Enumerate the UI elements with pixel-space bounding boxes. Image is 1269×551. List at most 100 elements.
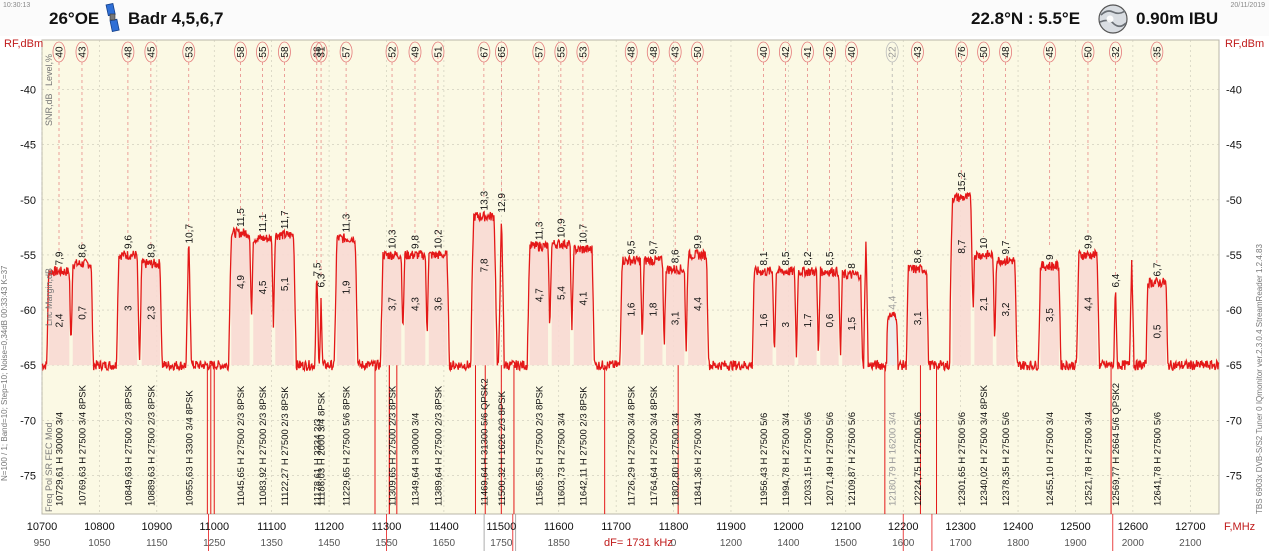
x-tick-label: 11100 [257, 521, 286, 533]
x-tick-label: 11500 [486, 521, 516, 533]
carrier-params: 11726,29 H 27500 3/4 8PSK [627, 385, 638, 506]
level-badge [310, 41, 324, 63]
date-label: 20/11/2019 [1230, 2, 1265, 9]
snr-value: 10,7 [184, 224, 195, 244]
axes: 10700 10800 10900 11000 11100 11200 11300 11400… [20, 85, 1242, 549]
carrier-fill [820, 271, 839, 366]
snr-value: 10 [979, 237, 990, 249]
x-tick-label: 12200 [888, 521, 919, 533]
margin-value: 3 [781, 321, 792, 327]
level-value: 50 [693, 46, 704, 58]
x-tick-label: 12100 [831, 521, 862, 533]
snr-value: 11,3 [534, 221, 545, 240]
level-value: 67 [479, 46, 490, 58]
margin-value: 3,5 [1045, 308, 1056, 322]
level-badge [1109, 41, 1122, 63]
snr-value: 4,4 [888, 295, 899, 309]
carrier-params: 12521,78 H 27500 3/4 [1083, 412, 1094, 506]
margin-value: 3,6 [433, 297, 444, 311]
margin-value: 5,4 [556, 286, 567, 300]
x-tick-label: 10900 [142, 521, 173, 533]
level-badge [1150, 41, 1164, 63]
margin-value: 4,7 [534, 288, 545, 302]
snr-value: 8,5 [781, 251, 792, 265]
margin-value: 2,3 [146, 305, 157, 319]
df-label: dF= 1731 kHz [604, 537, 673, 549]
if-tick-label: 1800 [1007, 538, 1030, 549]
carrier-fill [275, 235, 294, 366]
snr-value: 6,4 [1111, 273, 1122, 287]
x-tick-label: 11400 [429, 521, 459, 533]
carrier-params: 12224,75 H 27500 5/6 [913, 412, 924, 506]
level-value: 50 [1083, 46, 1094, 58]
level-badge [234, 41, 247, 63]
level-value: 53 [578, 46, 589, 58]
x-tick-label: 11800 [659, 521, 689, 533]
margin-value: 3,1 [913, 311, 924, 325]
x-tick-label: 11000 [199, 521, 229, 533]
if-tick-label: 950 [34, 538, 51, 549]
snr-value: 15,2 [957, 172, 968, 192]
level-badge [801, 41, 814, 63]
carrier-params: 11469,64 H 31300 5/6 QPSK2 [479, 378, 490, 506]
margin-value: 1,6 [759, 313, 770, 327]
satellite-name: Badr 4,5,6,7 [128, 9, 224, 28]
y-tick-label-left: -60 [20, 305, 36, 317]
level-badge [977, 41, 991, 63]
level-badge [955, 41, 968, 63]
level-value: 48 [123, 46, 134, 58]
level-badge [668, 41, 682, 63]
carrier-fill [776, 271, 795, 366]
site-coordinates: 22.8°N : 5.5°E [971, 9, 1081, 28]
carrier-params: 12109,87 H 27500 5/6 [847, 412, 858, 506]
carrier-fill [754, 271, 773, 366]
carrier-fill [974, 254, 993, 366]
carrier-fill [382, 254, 402, 366]
x-tick-label: 12400 [1003, 521, 1034, 533]
y-axis-left-label: RF,dBm [4, 38, 43, 50]
if-tick-label: 2000 [1122, 538, 1145, 549]
level-badge [823, 41, 836, 63]
if-tick-label: 0 [671, 538, 677, 549]
level-value: 32 [1111, 46, 1122, 58]
snr-value: 11,7 [280, 210, 291, 229]
level-badge [256, 41, 269, 63]
level-value: 40 [759, 46, 770, 58]
time-label: 10:30:13 [3, 2, 31, 9]
margin-value: 4,1 [578, 291, 589, 305]
if-tick-label: 1200 [720, 538, 743, 549]
if-tick-label: 1250 [203, 538, 226, 549]
footer-info: N=100 / 1; Band=10; Step=10; Noise=0,34d… [0, 265, 9, 481]
margin-value: 4,9 [236, 275, 247, 289]
carrier-fill [1078, 254, 1098, 366]
carrier-params: 10729,61 H 30000 3/4 [55, 412, 66, 506]
snr-value: 13,3 [479, 190, 490, 210]
margin-value: 8,7 [957, 239, 968, 253]
level-value: 55 [556, 46, 567, 58]
snr-value: 8,9 [146, 243, 157, 257]
x-tick-label: 12600 [1118, 521, 1149, 533]
carrier-fill [688, 254, 707, 366]
margin-value: 4,4 [693, 297, 704, 311]
margin-value: 0,5 [1152, 324, 1163, 338]
level-badge [182, 41, 196, 63]
level-badge [911, 41, 924, 63]
if-tick-label: 1600 [892, 538, 915, 549]
level-badge [885, 41, 899, 63]
level-badge [778, 41, 792, 63]
dish-size: 0.90m IBU [1136, 9, 1219, 28]
snr-value: 10,7 [578, 224, 589, 244]
snr-value: 12,9 [497, 193, 508, 213]
if-tick-label: 1350 [261, 538, 284, 549]
level-value: 48 [627, 46, 638, 58]
carrier-params: 11083,92 H 27500 2/3 8PSK [258, 385, 269, 506]
snr-value: 10,9 [556, 218, 567, 238]
level-value: 42 [825, 46, 836, 58]
carrier-fill [622, 260, 641, 366]
margin-value: 1,5 [847, 316, 858, 330]
carrier-params: 11642,11 H 27500 2/3 8PSK [578, 386, 589, 506]
carrier-params: 11389,64 H 27500 2/3 8PSK [433, 385, 444, 506]
if-tick-label: 1650 [433, 538, 456, 549]
carrier-fill [118, 254, 138, 366]
